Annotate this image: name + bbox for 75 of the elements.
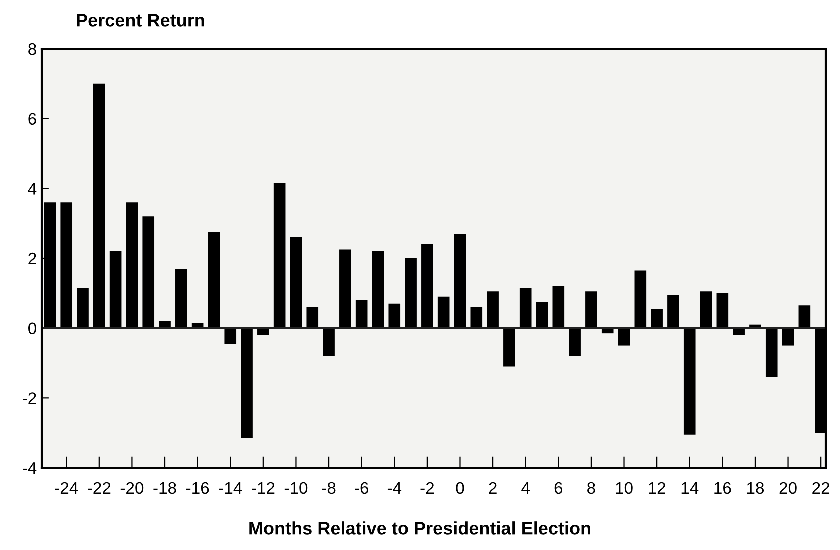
bar	[258, 328, 270, 336]
x-tick-label: 4	[522, 482, 530, 494]
y-tick-label: 8	[28, 43, 36, 56]
bar	[323, 328, 335, 356]
bar	[208, 232, 220, 328]
x-tick-label: -4	[388, 482, 402, 494]
x-tick-label: -10	[284, 482, 308, 494]
x-tick-label: -8	[322, 482, 336, 494]
y-tick-label: 6	[28, 113, 36, 126]
bar	[224, 328, 237, 344]
x-tick-label: 20	[780, 482, 797, 494]
bar	[356, 300, 368, 328]
bar	[60, 202, 73, 328]
x-tick-label: 12	[649, 482, 666, 494]
x-tick-label: -14	[219, 482, 242, 494]
bar	[470, 307, 483, 328]
x-tick-label: 16	[714, 482, 732, 494]
bar	[586, 292, 598, 328]
bar	[126, 202, 138, 328]
bar	[766, 328, 778, 378]
x-tick-label: 10	[616, 482, 633, 494]
bar	[94, 84, 106, 328]
bar	[552, 286, 565, 328]
bar	[504, 328, 516, 367]
bar	[142, 216, 155, 328]
bar	[306, 307, 319, 328]
y-axis-title: Percent Return	[77, 14, 204, 27]
bar	[487, 292, 499, 328]
bar	[798, 306, 811, 328]
bar	[176, 268, 188, 328]
x-tick-label: 2	[489, 482, 497, 494]
bar	[634, 270, 647, 328]
x-tick-label: 18	[747, 482, 764, 494]
y-tick-label: 4	[28, 183, 37, 195]
bar	[684, 328, 696, 435]
bar	[520, 288, 532, 328]
bar	[782, 328, 794, 346]
bar	[405, 258, 417, 328]
bar	[340, 250, 352, 328]
bar	[77, 288, 89, 328]
bar	[290, 238, 302, 328]
x-tick-label: 22	[812, 482, 830, 494]
x-tick-label: -16	[186, 482, 210, 494]
bar	[422, 244, 434, 328]
bar	[668, 295, 680, 328]
x-tick-label: 8	[588, 482, 596, 494]
x-tick-label: 14	[682, 482, 699, 494]
x-tick-label: -6	[355, 482, 369, 494]
x-tick-label: -2	[420, 482, 434, 494]
x-tick-label: -18	[154, 482, 176, 494]
x-tick-label: 6	[554, 482, 563, 494]
bar	[733, 328, 745, 336]
y-tick-label: -2	[23, 392, 36, 404]
bar	[536, 302, 548, 328]
bar	[438, 296, 450, 328]
bar	[372, 252, 384, 328]
bar	[454, 234, 466, 328]
bar	[569, 328, 581, 356]
x-tick-label: -12	[252, 482, 275, 494]
bar	[110, 252, 122, 328]
x-axis-title: Months Relative to Presidential Election	[250, 522, 590, 535]
bar	[716, 293, 729, 328]
bar	[618, 328, 630, 346]
x-tick-label: -22	[88, 482, 111, 494]
y-tick-label: 0	[28, 322, 36, 335]
x-tick-label: 0	[456, 482, 464, 494]
bar	[241, 328, 253, 438]
x-tick-label: -24	[55, 482, 78, 494]
bar	[388, 304, 401, 328]
y-tick-label: -4	[23, 462, 37, 474]
x-tick-label: -20	[120, 482, 144, 494]
bar	[700, 292, 712, 328]
bar	[274, 183, 286, 328]
y-tick-label: 2	[28, 252, 36, 265]
bar	[651, 309, 663, 328]
